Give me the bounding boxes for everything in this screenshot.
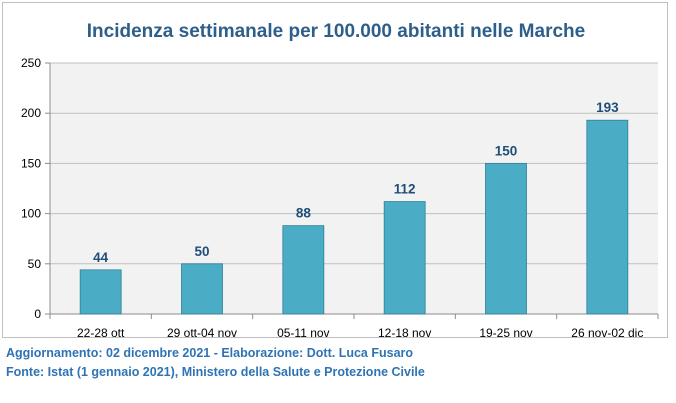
y-tick-label: 100 <box>21 207 41 221</box>
x-tick-label: 26 nov-02 dic <box>571 326 643 339</box>
y-tick-label: 200 <box>21 106 41 120</box>
chart-title: Incidenza settimanale per 100.000 abitan… <box>86 21 586 42</box>
y-tick-label: 0 <box>34 307 41 321</box>
x-tick-label: 12-18 nov <box>378 326 431 339</box>
bar <box>485 162 527 315</box>
update-credit-note: Aggiornamento: 02 dicembre 2021 - Elabor… <box>6 346 414 360</box>
data-label: 44 <box>93 250 109 265</box>
data-label: 193 <box>596 100 619 115</box>
data-label: 50 <box>194 244 209 259</box>
source-note: Fonte: Istat (1 gennaio 2021), Ministero… <box>6 365 425 379</box>
x-tick-label: 05-11 nov <box>277 326 329 339</box>
bar <box>586 119 629 315</box>
bar <box>181 263 223 315</box>
data-label: 112 <box>394 182 416 197</box>
x-tick-label: 22-28 ott <box>77 326 125 339</box>
plot-area <box>50 63 658 314</box>
bar <box>282 225 325 315</box>
x-tick-label: 19-25 nov <box>479 326 532 339</box>
y-tick-label: 50 <box>28 257 42 271</box>
x-tick-label: 29 ott-04 nov <box>167 326 237 339</box>
chart-frame: Incidenza settimanale per 100.000 abitan… <box>2 2 668 339</box>
y-tick-label: 250 <box>21 56 41 70</box>
bar <box>383 201 426 315</box>
data-label: 150 <box>495 143 518 158</box>
y-tick-label: 150 <box>21 156 41 170</box>
bar <box>79 269 122 315</box>
data-label: 88 <box>296 206 312 221</box>
bar-chart: 0 50 100 150 200 250 44 22-28 ott 50 29 ott-04 no… <box>21 56 659 339</box>
